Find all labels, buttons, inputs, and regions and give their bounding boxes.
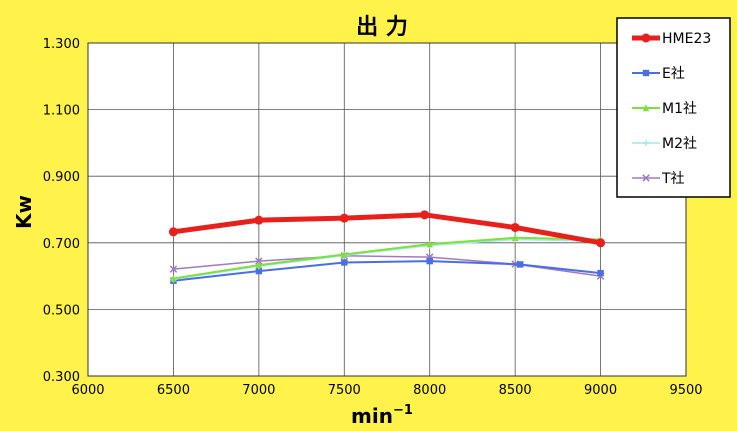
legend-item: M2社 <box>632 136 697 152</box>
y-tick-label: 1.300 <box>43 37 80 52</box>
y-tick-label: 0.300 <box>43 370 80 385</box>
legend: HME23 E社 M1社 M2社 T社 <box>616 17 731 198</box>
legend-label: HME23 <box>662 31 711 47</box>
series-0 <box>168 210 606 248</box>
data-point <box>255 257 263 265</box>
series-line <box>172 260 602 282</box>
y-tick-label: 0.700 <box>43 237 80 252</box>
data-point <box>168 227 178 237</box>
legend-items: HME23 E社 M1社 M2社 T社 <box>632 31 711 187</box>
series-layer <box>168 210 606 284</box>
y-tick-label: 0.500 <box>43 303 80 318</box>
data-point <box>426 257 433 265</box>
legend-marker <box>642 104 650 112</box>
y-axis-label: Kw <box>12 195 36 229</box>
data-point <box>426 240 433 248</box>
legend-item: T社 <box>632 171 685 187</box>
x-tick-label: 8500 <box>499 383 532 398</box>
x-tick-label: 9000 <box>584 383 617 398</box>
chart-title: 出 力 <box>356 15 408 40</box>
data-point <box>169 265 178 273</box>
x-axis-label: min−1 <box>351 403 413 427</box>
data-point <box>420 210 430 220</box>
data-point <box>596 238 606 248</box>
x-tick-label: 6500 <box>157 383 190 398</box>
x-tick-label: 6000 <box>71 383 104 398</box>
plot-area <box>88 43 686 376</box>
data-point <box>170 274 177 282</box>
legend-marker <box>642 174 650 182</box>
legend-item: M1社 <box>632 101 697 117</box>
series-line <box>172 236 602 280</box>
legend-label: T社 <box>661 171 685 187</box>
legend-marker <box>642 69 650 77</box>
tick-labels: 6000 6500 7000 7500 8000 8500 9000 9500 0.300 0.5… <box>43 37 703 398</box>
data-point <box>341 250 348 258</box>
x-axis-label-exponent: −1 <box>393 403 413 418</box>
legend-label: M1社 <box>662 101 697 117</box>
legend-label: M2社 <box>662 136 697 152</box>
data-point <box>339 213 349 223</box>
data-point <box>255 267 263 275</box>
legend-label: E社 <box>662 66 685 82</box>
data-point <box>254 215 264 225</box>
series-line <box>170 212 604 246</box>
y-tick-label: 0.900 <box>43 170 80 185</box>
plot-border <box>87 42 687 377</box>
data-point <box>517 261 524 268</box>
data-point <box>511 234 519 242</box>
legend-item: E社 <box>632 66 685 82</box>
data-point <box>341 259 348 266</box>
legend-marker <box>642 139 650 147</box>
x-tick-label: 7000 <box>242 383 275 398</box>
legend-marker <box>641 33 651 43</box>
data-point <box>510 222 520 232</box>
data-point <box>597 269 604 277</box>
x-axis-label-base: min <box>351 404 393 427</box>
x-tick-label: 9500 <box>669 383 702 398</box>
x-tick-label: 8000 <box>413 383 446 398</box>
x-tick-label: 7500 <box>328 383 361 398</box>
data-point <box>255 261 263 269</box>
legend-item: HME23 <box>632 31 711 47</box>
y-tick-label: 1.100 <box>43 104 80 119</box>
